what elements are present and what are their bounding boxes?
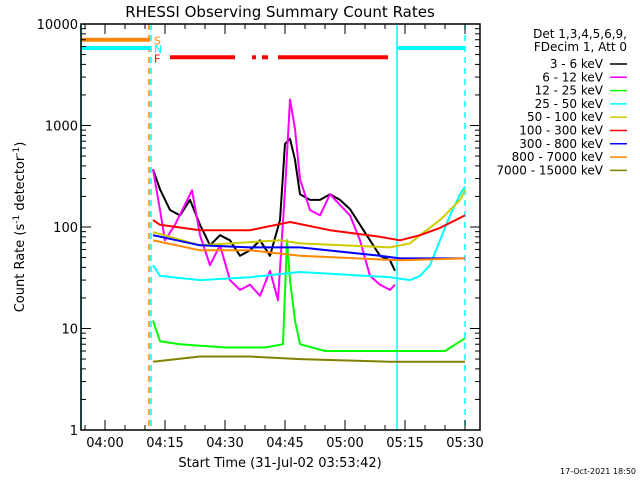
x-axis-label: Start Time (31-Jul-02 03:53:42) — [178, 456, 381, 471]
x-tick-label: 04:30 — [206, 436, 243, 451]
footer-timestamp: 17-Oct-2021 18:50 — [560, 467, 636, 476]
y-tick-label: 100 — [53, 221, 78, 236]
series-line — [152, 98, 396, 302]
legend-entry-label: 100 - 300 keV — [519, 124, 603, 138]
legend-entry-label: 50 - 100 keV — [527, 110, 604, 124]
plot-area: SNF — [80, 24, 466, 430]
legend-entry-label: 300 - 800 keV — [519, 137, 603, 151]
x-tick-label: 05:15 — [386, 436, 423, 451]
y-axis-label: Count Rate (s-1 detector-1) — [12, 142, 28, 313]
legend: Det 1,3,4,5,6,9, FDecim 1, Att 0 3 - 6 k… — [496, 27, 627, 177]
legend-entry-label: 6 - 12 keV — [542, 70, 604, 84]
x-tick-label: 05:00 — [326, 436, 363, 451]
flag-label-N: N — [154, 43, 162, 56]
series-line — [152, 239, 466, 262]
x-tick-label: 05:30 — [446, 436, 483, 451]
series-line — [152, 214, 466, 242]
y-tick-label: 1000 — [45, 120, 78, 135]
axes: 1 10 100 1000 10000 04:00 04:15 04:30 04:45 05:00… — [37, 18, 484, 451]
y-tick-label: 10 — [61, 323, 78, 338]
legend-entry-label: 3 - 6 keV — [550, 57, 604, 71]
legend-entry-label: 7000 - 15000 keV — [496, 163, 603, 177]
legend-entry-label: 800 - 7000 keV — [512, 150, 604, 164]
series-line — [152, 355, 465, 363]
series-line — [152, 189, 466, 249]
flag-label-S: S — [154, 35, 161, 48]
x-tick-label: 04:15 — [146, 436, 183, 451]
series-line — [152, 186, 466, 282]
legend-entry-label: 12 - 25 keV — [535, 84, 604, 98]
x-tick-label: 04:45 — [266, 436, 303, 451]
legend-header-2: FDecim 1, Att 0 — [534, 40, 627, 54]
x-tick-label: 04:00 — [86, 436, 123, 451]
chart-title: RHESSI Observing Summary Count Rates — [125, 3, 435, 21]
series-line — [152, 239, 466, 352]
flag-label-F: F — [154, 52, 160, 65]
legend-entry-label: 25 - 50 keV — [535, 97, 604, 111]
legend-header-1: Det 1,3,4,5,6,9, — [533, 27, 627, 41]
series-line — [152, 234, 465, 260]
y-tick-label: 1 — [70, 424, 78, 439]
y-tick-label: 10000 — [37, 18, 78, 33]
